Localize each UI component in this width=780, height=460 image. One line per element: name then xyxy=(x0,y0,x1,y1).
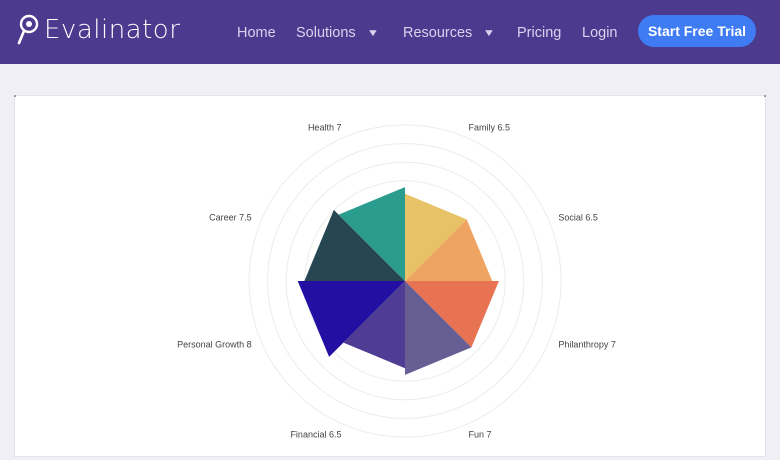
label-personal-growth: Personal Growth 8 xyxy=(177,340,252,350)
label-social: Social 6.5 xyxy=(558,212,598,222)
nav-home[interactable]: Home xyxy=(237,25,276,41)
chart-wedges xyxy=(297,187,499,375)
chart-labels: Family 6.5 Social 6.5 Philanthropy 7 Fun 7 F… xyxy=(177,123,616,440)
start-free-trial-label: Start Free Trial xyxy=(647,23,747,39)
nav-pricing-label: Pricing xyxy=(517,25,562,41)
label-career: Career 7.5 xyxy=(209,212,252,222)
wedge-fun[interactable] xyxy=(405,281,472,375)
nav-resources-label: Resources xyxy=(403,25,473,41)
grid-ring xyxy=(285,161,525,401)
start-free-trial-button[interactable]: Start Free Trial xyxy=(638,15,756,47)
card-corner-mark xyxy=(764,95,766,97)
card-corner-mark xyxy=(14,95,16,97)
label-health: Health 7 xyxy=(308,123,342,133)
grid-ring xyxy=(248,124,562,438)
brand-name: Evalinator xyxy=(44,15,181,45)
wedge-philanthropy[interactable] xyxy=(405,281,499,348)
chart-card: Family 6.5 Social 6.5 Philanthropy 7 Fun 7 F… xyxy=(14,95,766,457)
chevron-down-icon: ▼ xyxy=(482,27,496,39)
wedge-health[interactable] xyxy=(338,187,405,281)
nav-login[interactable]: Login xyxy=(582,25,617,41)
grid-ring xyxy=(267,143,543,419)
label-fun: Fun 7 xyxy=(469,429,492,439)
nav-login-label: Login xyxy=(582,25,618,41)
brand-logo[interactable]: Evalinator xyxy=(16,12,180,48)
wedge-family[interactable] xyxy=(405,193,467,281)
wedge-personal-growth[interactable] xyxy=(297,281,405,357)
label-financial: Financial 6.5 xyxy=(290,429,341,439)
nav-pricing[interactable]: Pricing xyxy=(517,25,561,41)
wedge-social[interactable] xyxy=(405,219,493,281)
nav-resources[interactable]: Resources ▼ xyxy=(403,25,496,41)
nav-solutions-label: Solutions xyxy=(296,25,356,41)
nav-solutions[interactable]: Solutions ▼ xyxy=(296,25,380,41)
life-wheel-chart: Family 6.5 Social 6.5 Philanthropy 7 Fun 7 F… xyxy=(177,123,616,440)
nav-home-label: Home xyxy=(237,25,276,41)
label-philanthropy: Philanthropy 7 xyxy=(558,340,616,350)
label-family: Family 6.5 xyxy=(469,123,511,133)
magnifier-logo-icon xyxy=(17,14,39,45)
wedge-career[interactable] xyxy=(304,209,405,281)
wedge-financial[interactable] xyxy=(343,281,405,369)
chevron-down-icon: ▼ xyxy=(366,27,380,39)
top-navigation-bar: Evalinator Home Solutions ▼ Resources ▼ … xyxy=(0,0,780,64)
